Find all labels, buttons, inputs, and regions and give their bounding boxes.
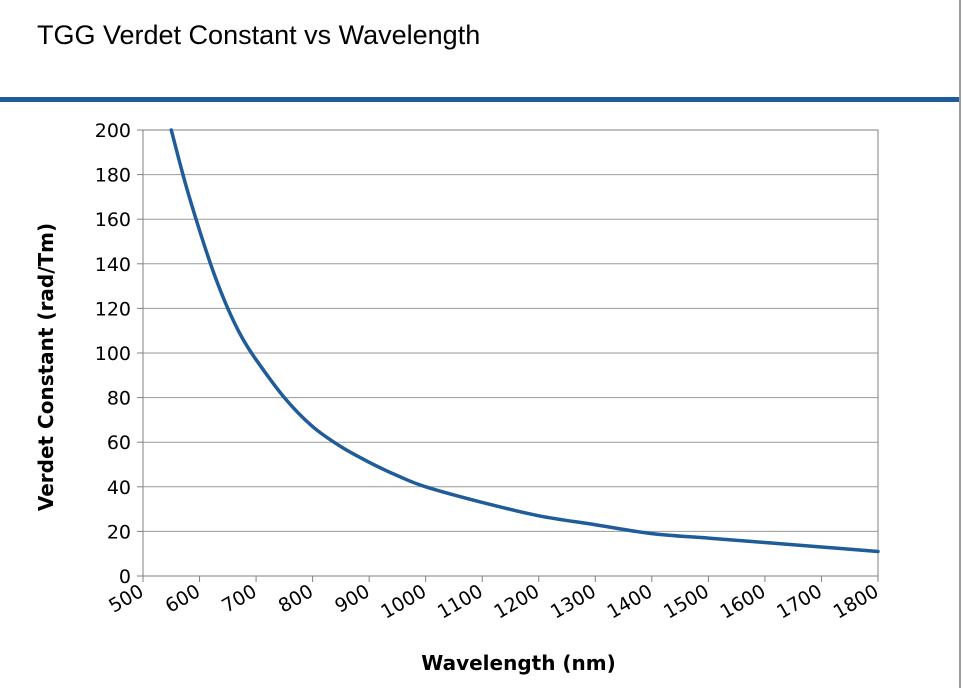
y-tick-label: 140 [95, 254, 131, 276]
y-tick-label: 20 [107, 521, 131, 543]
page-right-border [959, 0, 961, 688]
y-tick-label: 120 [95, 298, 131, 320]
y-axis-ticks: 0 20 40 60 80 100 120 140 160 180 200 [95, 120, 143, 588]
x-tick-label: 1700 [773, 580, 826, 623]
x-tick-label: 1000 [377, 580, 430, 623]
x-tick-label: 1400 [603, 580, 656, 623]
verdet-curve [169, 128, 880, 554]
x-tick-label: 500 [105, 580, 147, 617]
y-tick-label: 200 [95, 120, 131, 142]
x-tick-label: 900 [331, 580, 373, 617]
x-tick-label: 700 [218, 580, 260, 617]
y-tick-label: 180 [95, 165, 131, 187]
y-tick-label: 100 [95, 343, 131, 365]
x-tick-label: 1500 [660, 580, 713, 623]
y-axis-title: Verdet Constant (rad/Tm) [34, 223, 58, 511]
x-tick-label: 1100 [434, 580, 487, 623]
x-tick-label: 1600 [717, 580, 770, 623]
title-divider [0, 97, 959, 102]
page-title: TGG Verdet Constant vs Wavelength [37, 20, 481, 50]
x-axis-ticks: 500 600 700 800 900 1000 1100 1200 1300 1400 1500 1… [105, 576, 883, 624]
y-tick-label: 40 [107, 477, 131, 499]
y-tick-label: 80 [107, 388, 131, 410]
x-tick-label: 600 [162, 580, 204, 617]
y-tick-label: 160 [95, 209, 131, 231]
x-tick-label: 1300 [547, 580, 600, 623]
y-tick-label: 0 [119, 566, 131, 588]
y-tick-label: 60 [107, 432, 131, 454]
x-tick-label: 1200 [490, 580, 543, 623]
x-tick-label: 800 [275, 580, 317, 617]
x-axis-title: Wavelength (nm) [421, 651, 616, 675]
x-tick-label: 1800 [830, 580, 883, 623]
